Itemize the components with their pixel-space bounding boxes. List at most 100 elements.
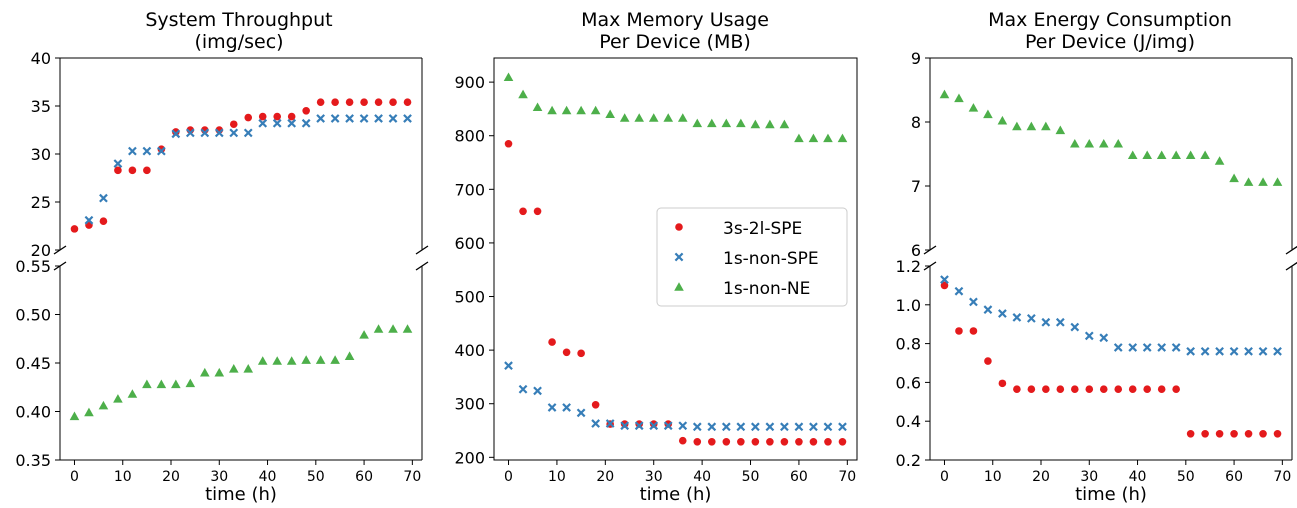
data-point (1186, 346, 1196, 356)
data-point (331, 98, 339, 106)
data-point (634, 421, 644, 431)
data-point (968, 103, 979, 112)
y-tick-label: 1.0 (896, 296, 921, 315)
x-tick-label: 20 (1032, 469, 1050, 485)
y-tick-label: 0.2 (896, 451, 921, 470)
data-point (69, 411, 80, 421)
data-point (707, 422, 717, 432)
data-point (359, 330, 369, 339)
legend-entry-label: 1s-non-SPE (723, 249, 819, 269)
data-point (1258, 346, 1268, 356)
data-point (1026, 314, 1036, 323)
data-point (591, 400, 600, 409)
x-tick-label: 30 (645, 469, 663, 485)
y-tick-label: 25 (31, 193, 51, 212)
y-tick-label: 9 (911, 49, 921, 68)
data-point (1215, 346, 1224, 356)
data-point (1185, 150, 1196, 160)
series-1s-non-NE (939, 89, 1283, 186)
data-point (984, 357, 992, 365)
axes-top: 20 25 30 35 40 (31, 49, 429, 260)
y-tick-label: 0.45 (15, 354, 51, 373)
data-point (185, 378, 196, 388)
data-point (1143, 385, 1151, 393)
data-point (360, 98, 368, 106)
data-point (1099, 333, 1109, 343)
axis-break-mark (1285, 245, 1297, 255)
data-point (388, 114, 398, 123)
data-point (1055, 317, 1065, 327)
data-point (156, 146, 166, 156)
data-point (156, 379, 167, 389)
data-point (1084, 138, 1095, 148)
data-point (1186, 430, 1195, 438)
axes-bottom: 0.35 0.40 0.45 0.50 0.55 0 10 20 30 40 50 60 70 (15, 257, 429, 485)
data-point (533, 207, 542, 216)
data-point (547, 105, 557, 115)
data-point (1070, 138, 1080, 148)
data-point (302, 107, 310, 115)
data-point (1084, 331, 1094, 341)
data-point (1026, 121, 1037, 131)
data-point (765, 119, 775, 129)
data-point (1157, 385, 1166, 393)
data-point (780, 422, 789, 432)
data-point (780, 437, 789, 446)
data-point (359, 114, 369, 123)
data-point (721, 422, 731, 432)
x-tick-label: 10 (548, 469, 566, 485)
data-point (1128, 385, 1137, 393)
chart-panel-1: System Throughput(img/sec) time (h) 20 25 30… (15, 9, 429, 505)
data-point (1127, 150, 1138, 160)
chart-title-line-1: Max Energy Consumption (988, 9, 1232, 31)
data-point (1229, 173, 1239, 183)
legend-marker-x (674, 252, 684, 262)
data-point (1070, 322, 1080, 332)
data-point (576, 408, 586, 418)
data-point (519, 207, 527, 216)
data-point (998, 309, 1007, 318)
data-point (677, 113, 688, 122)
data-point (1258, 177, 1268, 186)
data-point (809, 437, 818, 446)
data-point (576, 105, 586, 115)
legend-marker-circle (675, 223, 683, 231)
data-point (1244, 430, 1253, 438)
data-point (1013, 385, 1021, 393)
data-point (157, 145, 166, 153)
data-point (1071, 385, 1079, 393)
data-point (591, 419, 601, 428)
data-point (1243, 177, 1254, 186)
y-tick-label: 700 (454, 180, 485, 199)
data-point (736, 118, 746, 128)
data-point (330, 355, 340, 364)
data-point (1142, 150, 1152, 160)
chart-title-line-2: (img/sec) (194, 31, 283, 53)
data-point (1273, 346, 1282, 356)
data-point (403, 98, 412, 106)
legend-marker-triangle (674, 282, 684, 291)
x-tick-label: 10 (984, 469, 1002, 485)
data-point (1012, 121, 1022, 131)
data-point (1273, 430, 1282, 438)
data-point (620, 421, 630, 431)
data-point (823, 422, 833, 432)
data-point (1272, 177, 1283, 186)
axis-break-mark (1285, 261, 1297, 271)
data-point (1229, 346, 1239, 356)
data-point (172, 128, 180, 136)
data-point (736, 422, 746, 432)
data-point (113, 159, 123, 168)
data-point (1214, 156, 1225, 165)
data-point (1128, 343, 1138, 352)
data-point (939, 89, 950, 99)
data-point (200, 367, 210, 377)
data-point (577, 349, 585, 358)
data-point (1056, 385, 1065, 393)
data-point (824, 437, 832, 446)
axes-bottom: 0.2 0.4 0.6 0.8 1.0 1.2 0 10 20 30 40 50 60 70 (896, 257, 1297, 485)
x-tick-label: 60 (1225, 469, 1243, 485)
data-point (722, 437, 731, 446)
